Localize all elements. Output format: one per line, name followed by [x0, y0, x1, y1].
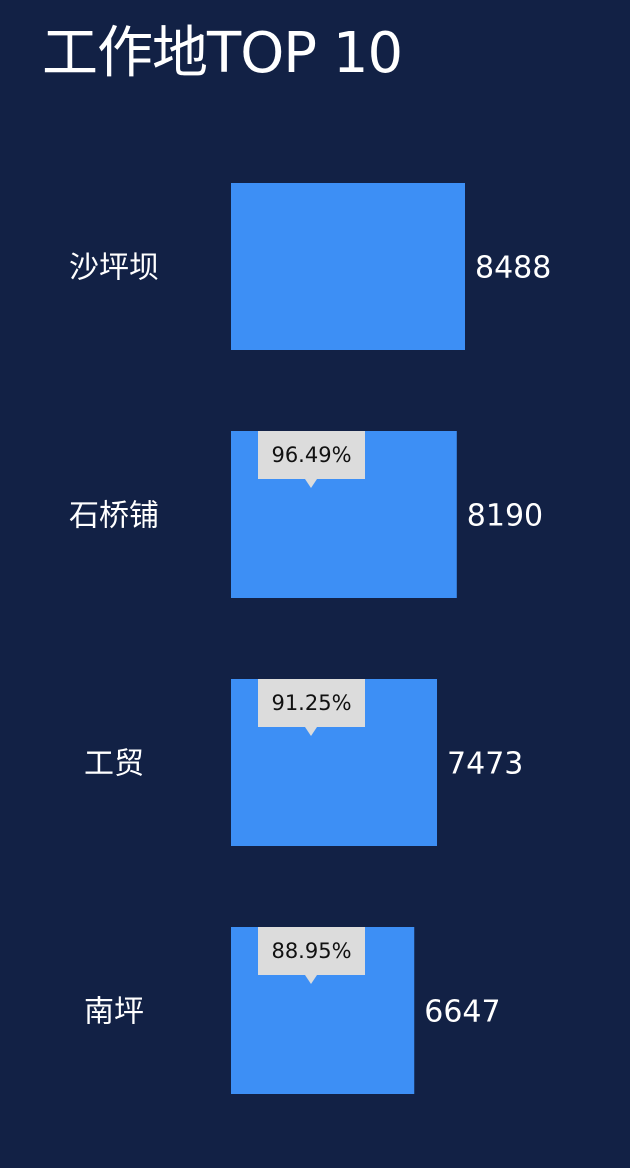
ratio-tooltip-pointer-3	[305, 975, 317, 984]
ratio-label-3: 88.95%	[271, 939, 351, 963]
value-label-2: 7473	[447, 747, 523, 782]
category-label-2: 工贸	[84, 747, 144, 782]
value-label-1: 8190	[467, 499, 543, 534]
category-label-3: 南坪	[84, 995, 144, 1030]
ratio-tooltip-box-2	[258, 679, 365, 727]
ratio-tooltip-pointer-1	[305, 479, 317, 488]
value-label-0: 8488	[475, 251, 551, 286]
bar-0[interactable]	[231, 183, 465, 350]
ratio-tooltip-pointer-2	[305, 727, 317, 736]
value-label-3: 6647	[424, 995, 500, 1030]
ratio-tooltip-3: 88.95%	[258, 927, 365, 984]
ratio-label-1: 96.49%	[271, 443, 351, 467]
chart-title: 工作地TOP 10	[42, 21, 403, 86]
ratio-tooltip-2: 91.25%	[258, 679, 365, 736]
ratio-tooltip-box-3	[258, 927, 365, 975]
ratio-tooltip-1: 96.49%	[258, 431, 365, 488]
category-label-0: 沙坪坝	[69, 251, 159, 286]
category-label-1: 石桥铺	[69, 499, 159, 534]
ratio-tooltip-box-1	[258, 431, 365, 479]
ratio-label-2: 91.25%	[271, 691, 351, 715]
bars-layer: 沙坪坝 8488 石桥铺 8190 96.49% 工贸 7473 91.25% 南坪 6647 88…	[69, 183, 551, 1094]
